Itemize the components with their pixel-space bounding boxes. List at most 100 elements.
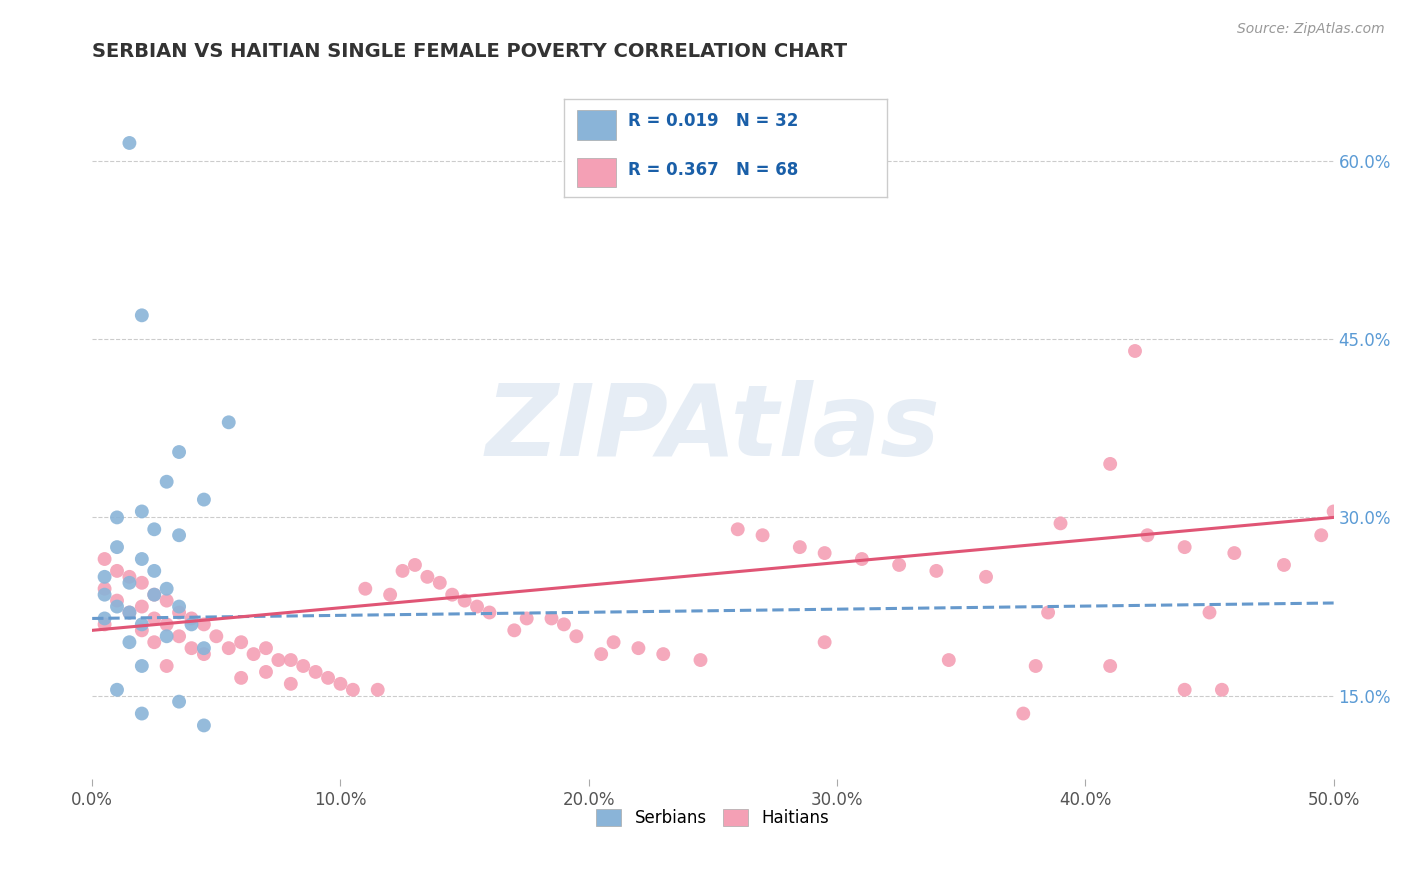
Point <box>1136 528 1159 542</box>
Point <box>280 677 302 691</box>
Point <box>938 653 960 667</box>
Point <box>316 671 339 685</box>
Point <box>1025 659 1047 673</box>
Point <box>131 706 153 721</box>
Point <box>118 570 141 584</box>
Point <box>93 588 115 602</box>
Point <box>591 647 613 661</box>
Point <box>167 606 190 620</box>
Point <box>1198 606 1220 620</box>
Point <box>453 593 475 607</box>
Point <box>254 641 277 656</box>
Point <box>231 671 253 685</box>
Point <box>93 611 115 625</box>
Point <box>105 540 128 554</box>
Point <box>105 564 128 578</box>
Point <box>416 570 439 584</box>
Point <box>851 552 873 566</box>
Point <box>391 564 413 578</box>
Point <box>118 635 141 649</box>
Point <box>814 635 837 649</box>
Point <box>602 635 624 649</box>
Point <box>143 522 166 536</box>
Point <box>93 617 115 632</box>
Point <box>465 599 488 614</box>
Point <box>156 659 179 673</box>
Legend: Serbians, Haitians: Serbians, Haitians <box>589 802 837 834</box>
Point <box>304 665 326 679</box>
Point <box>1174 682 1197 697</box>
Point <box>1323 504 1346 518</box>
Point <box>193 617 215 632</box>
Point <box>342 682 364 697</box>
Point <box>105 593 128 607</box>
Point <box>887 558 910 572</box>
Point <box>180 617 202 632</box>
Point <box>1123 343 1146 358</box>
Point <box>118 136 141 150</box>
Point <box>205 629 228 643</box>
Point <box>105 682 128 697</box>
Point <box>627 641 650 656</box>
Point <box>441 588 464 602</box>
Point <box>516 611 538 625</box>
Point <box>156 617 179 632</box>
Point <box>118 575 141 590</box>
Point <box>131 599 153 614</box>
Point <box>254 665 277 679</box>
Point <box>429 575 451 590</box>
Point <box>118 606 141 620</box>
Point <box>1174 540 1197 554</box>
Point <box>751 528 773 542</box>
Point <box>553 617 575 632</box>
Point <box>503 624 526 638</box>
Point <box>143 564 166 578</box>
Point <box>540 611 562 625</box>
Point <box>118 606 141 620</box>
Point <box>156 582 179 596</box>
Point <box>242 647 264 661</box>
Point <box>167 695 190 709</box>
Text: ZIPAtlas: ZIPAtlas <box>485 380 941 476</box>
Point <box>1223 546 1246 560</box>
Point <box>814 546 837 560</box>
Point <box>180 641 202 656</box>
Point <box>167 599 190 614</box>
Point <box>131 504 153 518</box>
Point <box>105 599 128 614</box>
Point <box>156 593 179 607</box>
Point <box>93 582 115 596</box>
Point <box>131 552 153 566</box>
Point <box>131 624 153 638</box>
Point <box>143 635 166 649</box>
Text: SERBIAN VS HAITIAN SINGLE FEMALE POVERTY CORRELATION CHART: SERBIAN VS HAITIAN SINGLE FEMALE POVERTY… <box>93 42 848 61</box>
Point <box>131 575 153 590</box>
Point <box>267 653 290 667</box>
Point <box>156 475 179 489</box>
Point <box>974 570 997 584</box>
Point <box>231 635 253 649</box>
Point <box>1211 682 1233 697</box>
Point <box>1310 528 1333 542</box>
Point <box>652 647 675 661</box>
Point <box>1272 558 1295 572</box>
Point <box>167 629 190 643</box>
Point <box>1012 706 1035 721</box>
Point <box>167 528 190 542</box>
Text: Source: ZipAtlas.com: Source: ZipAtlas.com <box>1237 22 1385 37</box>
Point <box>131 659 153 673</box>
Point <box>789 540 811 554</box>
Point <box>131 309 153 323</box>
Point <box>131 617 153 632</box>
Point <box>156 629 179 643</box>
Point <box>143 611 166 625</box>
Point <box>93 552 115 566</box>
Point <box>689 653 711 667</box>
Point <box>329 677 352 691</box>
Point <box>1036 606 1059 620</box>
Point <box>143 588 166 602</box>
Point <box>180 611 202 625</box>
Point <box>280 653 302 667</box>
Point <box>1099 659 1122 673</box>
Point <box>367 682 389 697</box>
